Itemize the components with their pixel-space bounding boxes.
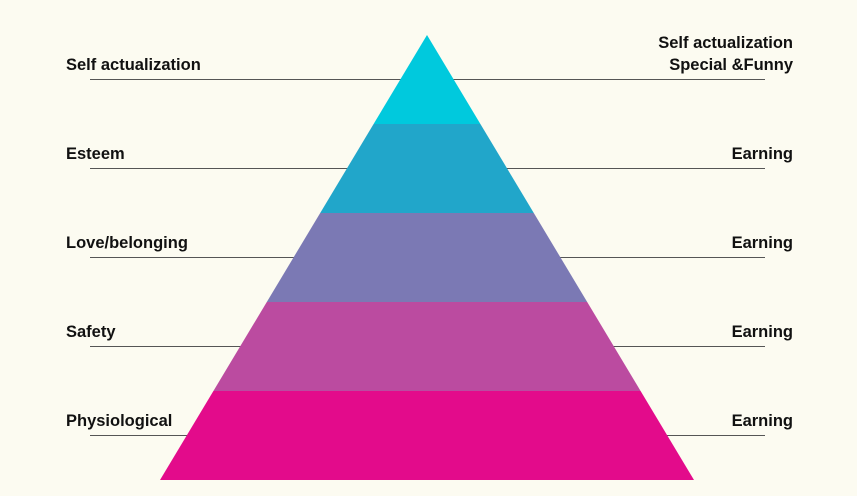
right-label: Self actualization (658, 34, 793, 52)
pyramid-band (160, 391, 694, 480)
left-label: Safety (66, 323, 116, 341)
left-label: Self actualization (66, 56, 201, 74)
right-label: Earning (732, 145, 793, 163)
pyramid-band (320, 124, 534, 213)
pyramid-band (213, 302, 641, 391)
pyramid-band (266, 213, 588, 302)
left-label: Esteem (66, 145, 125, 163)
pyramid-band (373, 35, 481, 124)
left-label: Physiological (66, 412, 172, 430)
left-label: Love/belonging (66, 234, 188, 252)
right-label: Special &Funny (669, 56, 794, 74)
right-label: Earning (732, 412, 793, 430)
right-label: Earning (732, 323, 793, 341)
right-label: Earning (732, 234, 793, 252)
